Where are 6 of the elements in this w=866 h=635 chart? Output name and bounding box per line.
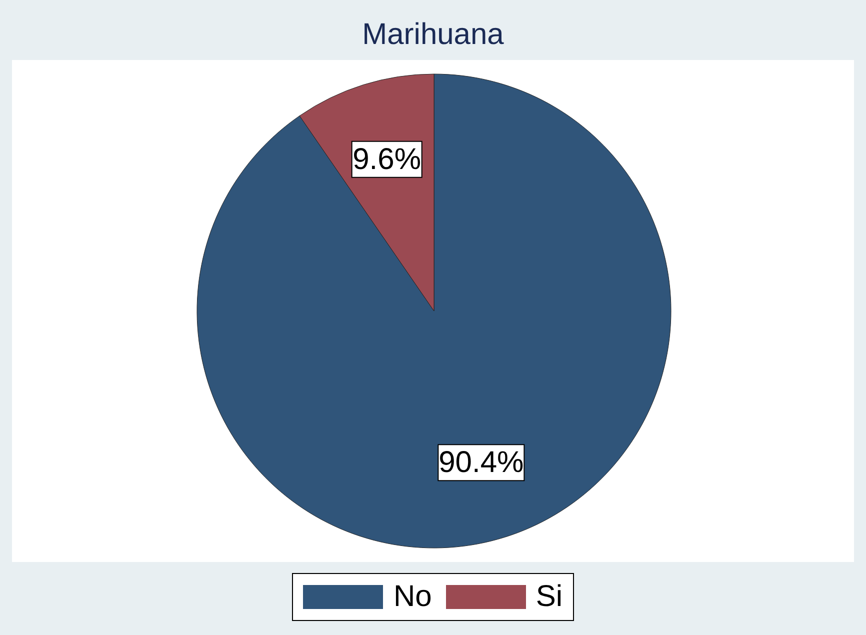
data-label: 9.6%: [352, 142, 422, 176]
legend-label: Si: [536, 580, 563, 614]
data-label: 90.4%: [438, 446, 524, 480]
pie-slice: [197, 74, 672, 548]
chart-title: Marihuana: [361, 18, 505, 52]
legend-label: No: [393, 580, 432, 614]
